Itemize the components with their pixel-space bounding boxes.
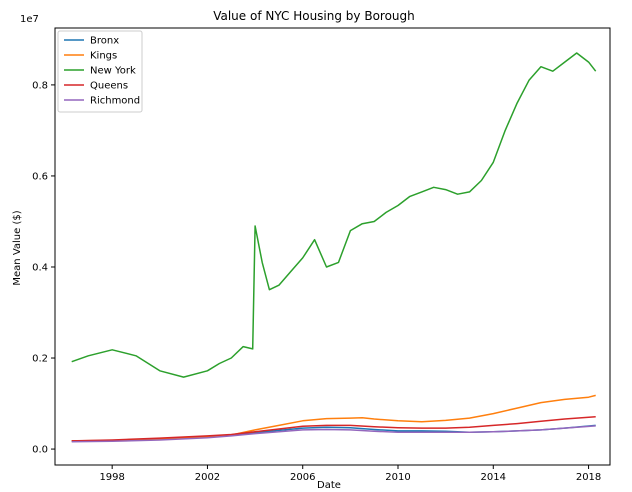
x-tick-label: 2010 [385,472,410,483]
legend-entry-label: New York [90,66,136,77]
legend-box [57,30,143,113]
y-axis: 0.0 0.2 0.4 0.6 0.8 [32,80,55,456]
series-line-queens [71,415,596,442]
y-tick-label: 0.2 [32,354,48,365]
x-axis: 1998 2002 2006 2010 2014 2018 [99,465,601,483]
y-tick-label: 0.0 [32,445,48,456]
x-tick-label: 2006 [290,472,315,483]
legend-entry-label: Bronx [90,36,119,47]
x-tick-label: 1998 [99,472,124,483]
y-axis-label: Mean Value ($) [12,210,23,285]
x-tick-label: 2018 [576,472,601,483]
y-tick-label: 0.6 [32,171,48,182]
legend: Bronx Kings New York Queens Richmond [57,30,143,113]
series-line-kings [71,394,596,442]
legend-entry-label: Queens [90,81,128,92]
series-line-new-york [71,52,597,378]
y-axis-scale-label: 1e7 [20,14,39,25]
chart-title: Value of NYC Housing by Borough [213,9,415,23]
legend-entry-label: Kings [90,51,117,62]
x-tick-label: 2002 [195,472,220,483]
x-axis-label: Date [317,480,341,491]
legend-entry-label: Richmond [90,96,140,107]
plot-frame [54,27,611,466]
x-tick-label: 2014 [481,472,506,483]
y-tick-label: 0.8 [32,80,48,91]
plot-area [71,52,597,443]
y-tick-label: 0.4 [32,262,48,273]
series-line-richmond [71,425,596,443]
